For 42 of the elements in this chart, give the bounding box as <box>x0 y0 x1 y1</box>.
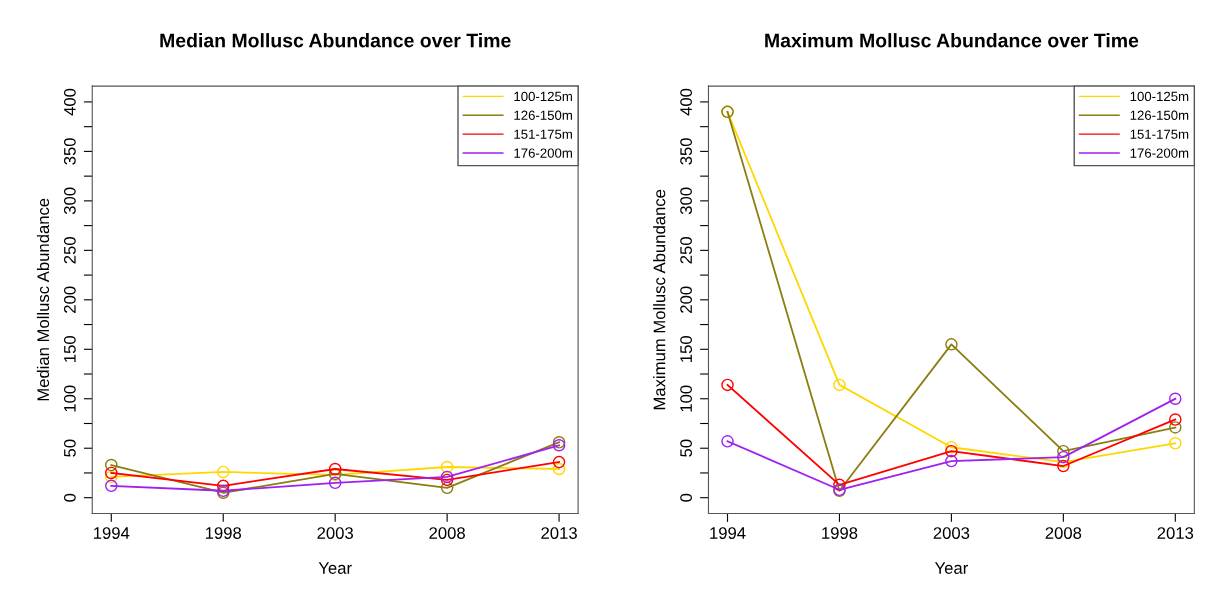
y-tick-label: 50 <box>680 439 692 457</box>
y-tick-label: 250 <box>63 237 76 264</box>
legend-label: 151-175m <box>1130 129 1189 139</box>
legend-label: 176-200m <box>514 148 572 158</box>
x-tick-label: 2013 <box>541 527 577 539</box>
y-tick-label: 100 <box>63 385 76 412</box>
x-tick-label: 2008 <box>429 527 465 539</box>
legend-label: 100-125m <box>514 91 572 102</box>
legend-label: 100-125m <box>1130 91 1189 102</box>
y-tick-label: 200 <box>680 286 692 313</box>
y-tick-label: 400 <box>63 88 76 116</box>
legend-label: 176-200m <box>1130 148 1189 158</box>
chart-title: Maximum Mollusc Abundance over Time <box>765 33 1139 48</box>
y-tick-label: 150 <box>680 336 692 362</box>
y-tick-label: 350 <box>63 138 76 165</box>
y-tick-label: 0 <box>63 493 76 502</box>
legend-label: 151-175m <box>514 129 572 139</box>
x-axis-title: Year <box>934 562 968 574</box>
x-tick-label: 2003 <box>933 527 970 539</box>
y-axis-title: Median Mollusc Abundance <box>36 198 50 401</box>
x-tick-label: 1994 <box>710 527 746 539</box>
legend-label: 126-150m <box>514 110 572 120</box>
chart-title: Median Mollusc Abundance over Time <box>160 33 511 48</box>
x-tick-label: 2008 <box>1045 527 1082 539</box>
x-axis-title: Year <box>318 562 352 574</box>
y-tick-label: 300 <box>680 187 692 215</box>
legend-label: 126-150m <box>1130 110 1189 120</box>
x-tick-label: 1994 <box>94 527 130 539</box>
x-tick-label: 1998 <box>822 527 858 539</box>
y-tick-label: 0 <box>680 493 692 502</box>
y-tick-label: 300 <box>63 187 76 215</box>
y-tick-label: 400 <box>680 88 692 116</box>
y-tick-label: 50 <box>63 439 76 457</box>
y-tick-label: 150 <box>63 336 76 362</box>
x-tick-label: 2003 <box>317 527 353 539</box>
x-tick-label: 2013 <box>1157 527 1194 539</box>
y-tick-label: 350 <box>680 138 692 165</box>
y-axis-title: Maximum Mollusc Abundance <box>653 189 666 410</box>
x-tick-label: 1998 <box>205 527 242 539</box>
y-tick-label: 200 <box>63 286 76 313</box>
y-tick-label: 250 <box>680 237 692 264</box>
y-tick-label: 100 <box>680 385 692 412</box>
